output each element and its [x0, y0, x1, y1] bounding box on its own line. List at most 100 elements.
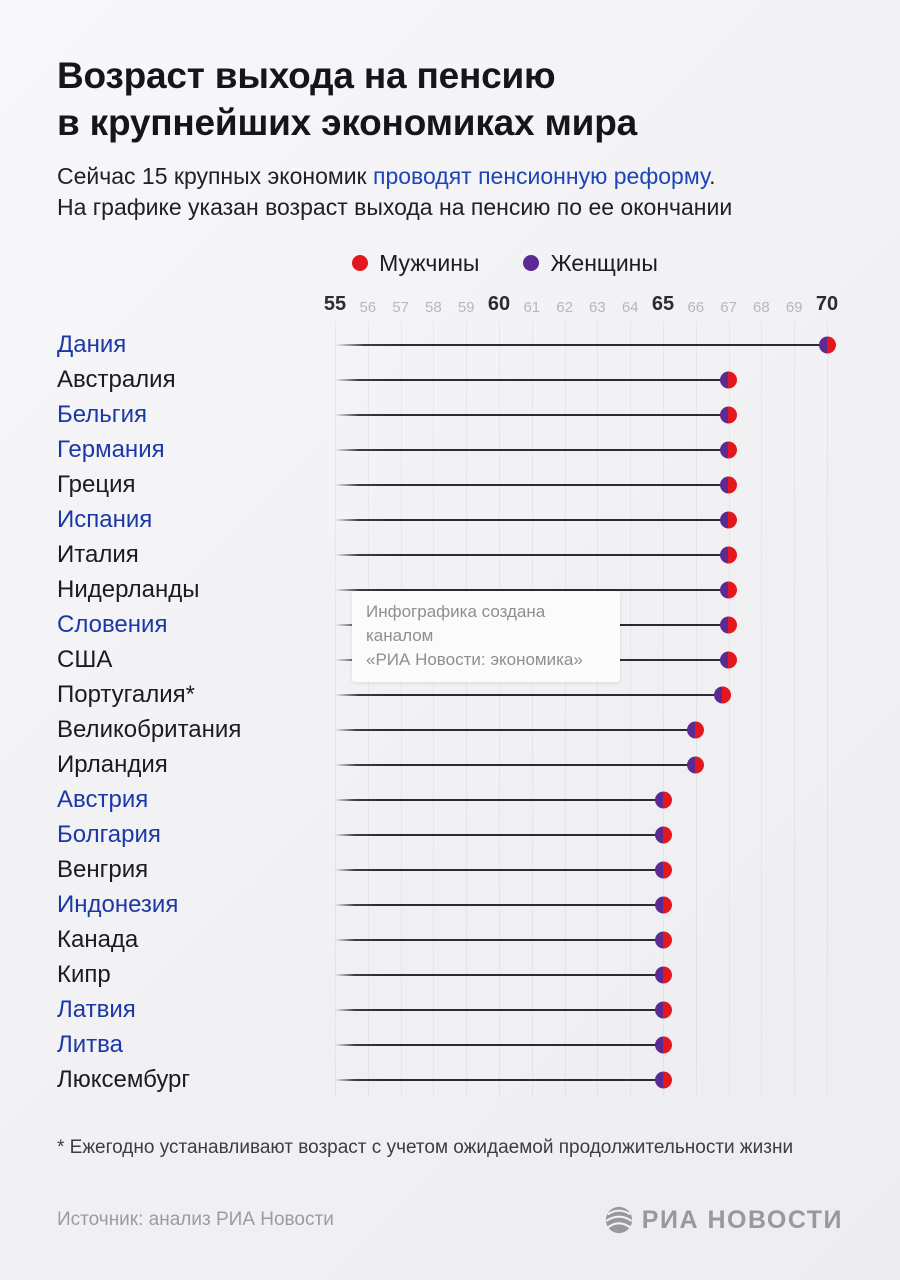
women-dot-icon: [523, 255, 540, 271]
row-track: [335, 782, 843, 817]
country-label: Австралия: [57, 366, 176, 393]
row-line: [335, 763, 690, 766]
chart-row: Канада: [57, 922, 843, 957]
chart-row: Австрия: [57, 782, 843, 817]
legend-label-men: Мужчины: [379, 249, 480, 276]
subtitle: Сейчас 15 крупных экономик проводят пенс…: [57, 161, 843, 223]
row-line: [335, 868, 657, 871]
row-line: [335, 903, 657, 906]
men-women-dot: [654, 861, 672, 878]
row-line: [335, 448, 723, 451]
country-label: Нидерланды: [57, 576, 200, 603]
row-track: [335, 817, 843, 852]
country-label: Ирландия: [57, 751, 168, 778]
men-women-dot: [713, 686, 731, 703]
country-label: Австрия: [57, 786, 149, 813]
chart-row: Бельгия: [57, 397, 843, 432]
chart-legend: Мужчины Женщины: [57, 248, 843, 278]
legend-item-women: Женщины: [523, 249, 658, 277]
country-label: Люксембург: [57, 1066, 191, 1093]
axis-tick-55: 55: [323, 293, 347, 315]
axis-tick-66: 66: [687, 299, 705, 316]
row-track: [335, 537, 843, 572]
legend-item-men: Мужчины: [352, 250, 479, 277]
men-women-dot: [720, 371, 738, 388]
men-women-dot: [654, 791, 672, 808]
country-label: Словения: [57, 611, 168, 638]
country-label: Дания: [57, 331, 127, 358]
men-women-dot: [654, 1071, 672, 1088]
chart-row: Испания: [57, 502, 843, 537]
men-women-dot: [654, 966, 672, 983]
country-label: Греция: [57, 471, 136, 498]
men-women-dot: [720, 581, 738, 598]
row-line: [335, 518, 723, 521]
row-line: [335, 693, 717, 696]
title-line-2: в крупнейших экономиках мира: [57, 102, 637, 143]
axis-tick-61: 61: [523, 299, 541, 316]
row-track: [335, 572, 843, 607]
men-women-dot: [818, 336, 836, 353]
row-track: [335, 922, 843, 957]
row-line: [335, 343, 821, 346]
axis-tick-57: 57: [392, 299, 409, 316]
axis-tick-59: 59: [457, 299, 475, 316]
men-women-dot: [720, 406, 738, 423]
men-women-dot: [720, 616, 738, 633]
row-track: [335, 1062, 843, 1097]
axis-tick-62: 62: [556, 299, 573, 316]
chart-row: Дания: [57, 327, 843, 362]
row-line: [335, 798, 657, 801]
men-women-dot: [654, 1036, 672, 1053]
chart-row: Индонезия: [57, 887, 843, 922]
row-line: [335, 728, 690, 731]
men-women-dot: [720, 651, 738, 668]
x-axis: 55 56 57 58 59 60 61 62 63 64 65 66 67 68 69 70: [57, 292, 843, 318]
men-women-dot: [654, 931, 672, 948]
row-line: [335, 1008, 657, 1011]
country-label: Испания: [57, 506, 153, 533]
chart-area: Дания Австралия Бельгия Германия Греция Испан…: [57, 321, 843, 1097]
axis-tick-58: 58: [425, 299, 442, 316]
axis-tick-60: 60: [487, 293, 511, 315]
logo-text: РИА НОВОСТИ: [641, 1205, 843, 1234]
country-label: Кипр: [57, 961, 111, 988]
ria-novosti-logo: РИА НОВОСТИ: [604, 1205, 843, 1235]
country-label: Великобритания: [57, 716, 242, 743]
country-label: Литва: [57, 1031, 123, 1058]
chart-row: Италия: [57, 537, 843, 572]
chart-row: Португалия*: [57, 677, 843, 712]
row-track: [335, 327, 843, 362]
axis-tick-56: 56: [359, 299, 377, 316]
country-label: Бельгия: [57, 401, 147, 428]
country-label: Латвия: [57, 996, 136, 1023]
axis-tick-64: 64: [621, 299, 639, 316]
men-women-dot: [654, 826, 672, 843]
men-women-dot: [654, 896, 672, 913]
chart-row: Австралия: [57, 362, 843, 397]
men-women-dot: [687, 721, 705, 738]
page-title: Возраст выхода на пенсию в крупнейших эк…: [57, 52, 843, 146]
men-women-dot: [687, 756, 705, 773]
row-track: [335, 992, 843, 1027]
source-credit: Источник: анализ РИА Новости: [57, 1209, 334, 1230]
men-women-dot: [720, 511, 738, 528]
footnote: * Ежегодно устанавливают возраст с учето…: [57, 1137, 794, 1158]
watermark-box: Инфографика создана каналом «РИА Новости…: [352, 591, 620, 682]
row-track: [335, 467, 843, 502]
chart-row: Венгрия: [57, 852, 843, 887]
legend-label-women: Женщины: [550, 249, 658, 276]
chart-row: Литва: [57, 1027, 843, 1062]
row-track: [335, 432, 843, 467]
row-line: [335, 483, 723, 486]
row-line: [335, 833, 657, 836]
subtitle-line-2: На графике указан возраст выхода на пенс…: [57, 194, 733, 220]
row-track: [335, 852, 843, 887]
row-track: [335, 712, 843, 747]
country-label: Португалия*: [57, 681, 195, 708]
row-track: [335, 362, 843, 397]
row-line: [335, 1043, 657, 1046]
row-line: [335, 588, 723, 591]
subtitle-link[interactable]: проводят пенсионную реформу: [373, 163, 710, 189]
row-track: [335, 1027, 843, 1062]
